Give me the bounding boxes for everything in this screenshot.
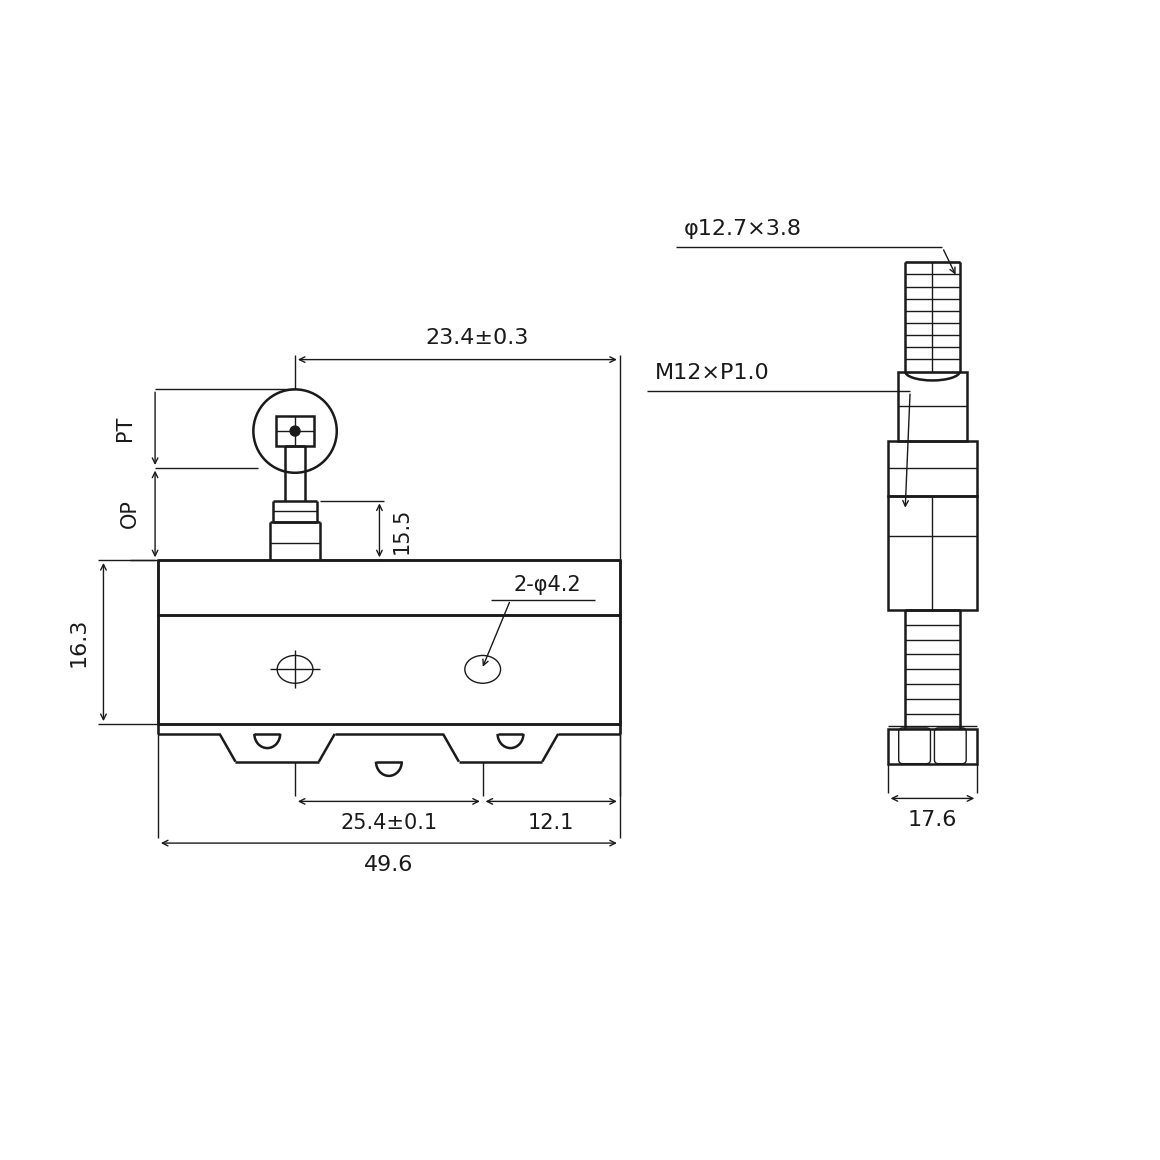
- Bar: [158, 560, 619, 615]
- Text: 25.4±0.1: 25.4±0.1: [340, 813, 437, 833]
- Bar: [887, 728, 977, 763]
- Text: 17.6: 17.6: [908, 811, 957, 831]
- Text: 23.4±0.3: 23.4±0.3: [426, 327, 529, 348]
- Circle shape: [290, 426, 300, 436]
- Text: φ12.7×3.8: φ12.7×3.8: [684, 219, 803, 239]
- Bar: [887, 495, 977, 610]
- Bar: [276, 416, 314, 445]
- Text: 49.6: 49.6: [364, 855, 414, 875]
- Bar: [898, 371, 967, 441]
- Text: OP: OP: [121, 500, 140, 529]
- Bar: [158, 615, 619, 724]
- Text: 2-φ4.2: 2-φ4.2: [514, 575, 581, 595]
- Text: 16.3: 16.3: [68, 617, 88, 667]
- Text: PT: PT: [115, 416, 136, 441]
- Text: 12.1: 12.1: [528, 813, 574, 833]
- Text: M12×P1.0: M12×P1.0: [654, 363, 769, 384]
- Bar: [887, 441, 977, 495]
- Text: 15.5: 15.5: [391, 507, 412, 553]
